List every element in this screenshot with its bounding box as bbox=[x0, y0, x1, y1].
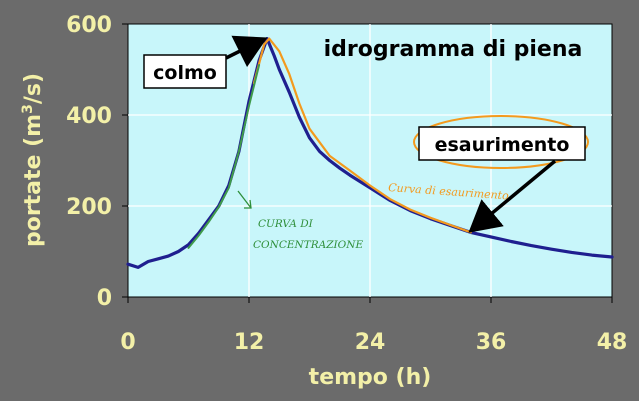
y-tick-label: 0 bbox=[97, 286, 112, 311]
colmo-arrow bbox=[225, 35, 268, 68]
x-tick-label: 36 bbox=[476, 330, 507, 355]
tick-labels: 0 12 24 36 48 0 200 400 600 bbox=[66, 13, 627, 355]
y-axis-title-main: portate (m bbox=[21, 114, 46, 247]
x-axis-title: tempo (h) bbox=[309, 365, 432, 390]
series-layer bbox=[126, 36, 614, 269]
y-tick-label: 200 bbox=[66, 195, 112, 220]
rising-note-line2: CONCENTRAZIONE bbox=[253, 239, 363, 251]
y-tick-label: 600 bbox=[66, 13, 112, 38]
y-axis-title-tail: /s) bbox=[21, 73, 46, 104]
grid-lines bbox=[128, 24, 612, 297]
hydrograph-series-line bbox=[126, 36, 614, 269]
colmo-box bbox=[143, 54, 227, 89]
rising-note-line1: CURVA DI bbox=[258, 218, 314, 230]
rising-note-arrow bbox=[237, 190, 252, 209]
x-tick-label: 48 bbox=[597, 330, 628, 355]
rising-series-line bbox=[187, 64, 261, 249]
colmo-label: colmo bbox=[153, 62, 217, 84]
esaurimento-arrow bbox=[468, 159, 557, 233]
x-tick-label: 0 bbox=[120, 330, 135, 355]
esaurimento-label: esaurimento bbox=[435, 134, 570, 156]
recession-series-line bbox=[252, 37, 472, 234]
x-tick-label: 12 bbox=[234, 330, 265, 355]
chart-title: idrogramma di piena bbox=[324, 37, 583, 62]
y-tick-label: 400 bbox=[66, 104, 112, 129]
esaurimento-box bbox=[418, 126, 586, 161]
y-axis-title: portate (m3/s) bbox=[20, 73, 46, 247]
y-axis-title-sup: 3 bbox=[20, 104, 36, 114]
x-tick-label: 24 bbox=[355, 330, 386, 355]
esaurimento-highlight bbox=[413, 115, 589, 169]
